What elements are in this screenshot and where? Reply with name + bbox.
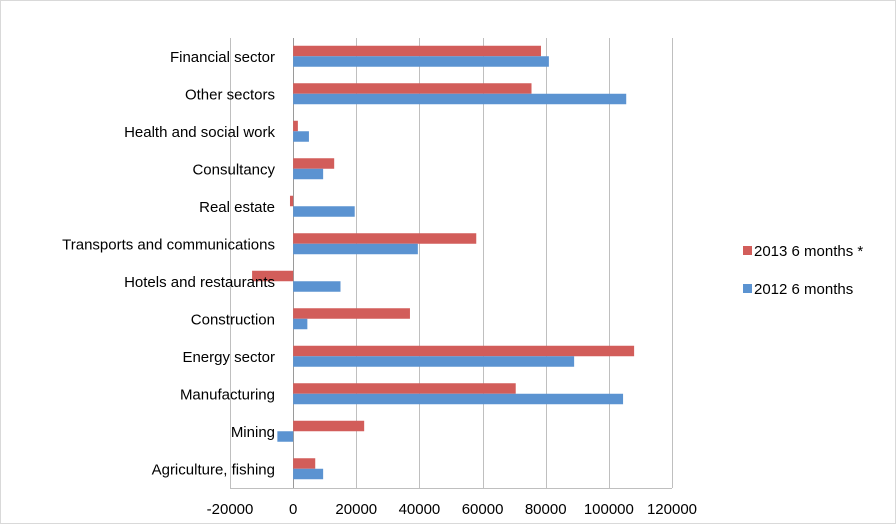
category-label: Financial sector <box>170 49 275 66</box>
category-labels: Financial sector Other sectors Health and … <box>62 49 275 479</box>
x-tick-label: 120000 <box>647 501 697 518</box>
legend-entry: 2013 6 months * <box>754 243 863 260</box>
bar <box>293 345 635 357</box>
x-tick-label: 80000 <box>525 501 567 518</box>
category-label: Manufacturing <box>180 386 275 403</box>
bar <box>293 308 410 319</box>
bar <box>277 431 294 442</box>
legend: 2013 6 months * 2012 6 months <box>743 243 863 298</box>
bar <box>293 158 335 169</box>
category-label: Other sectors <box>185 86 275 103</box>
category-label: Real estate <box>199 199 275 216</box>
bar <box>293 168 324 180</box>
bar <box>293 93 627 105</box>
bar <box>293 131 309 142</box>
bar <box>289 195 294 207</box>
category-label: Construction <box>191 311 275 328</box>
bar <box>293 383 516 394</box>
bar <box>293 56 549 67</box>
bar <box>293 393 624 405</box>
bar <box>293 120 298 132</box>
category-label: Energy sector <box>182 349 275 366</box>
legend-entry: 2012 6 months <box>754 281 853 298</box>
x-tick-label: 100000 <box>584 501 634 518</box>
category-label: Transports and communications <box>62 236 275 253</box>
bar <box>293 420 365 432</box>
category-label: Consultancy <box>192 161 275 178</box>
gridlines <box>230 38 673 489</box>
bar <box>293 45 541 57</box>
category-label: Hotels and restaurants <box>124 274 275 291</box>
bar <box>293 458 316 469</box>
bar <box>293 243 418 255</box>
category-label: Mining <box>231 424 275 441</box>
bar <box>252 270 294 282</box>
x-tick-labels: -20000 0 20000 40000 60000 80000 100000 120000 <box>207 501 697 518</box>
bar <box>293 206 355 217</box>
category-label: Agriculture, fishing <box>152 461 275 478</box>
category-label: Health and social work <box>124 124 275 141</box>
x-tick-label: 40000 <box>399 501 441 518</box>
bar <box>293 233 477 244</box>
legend-swatch <box>743 246 752 255</box>
x-tick-label: 0 <box>289 501 297 518</box>
bar <box>293 281 341 292</box>
bar <box>293 468 324 480</box>
legend-swatch <box>743 284 752 293</box>
bars <box>252 45 635 480</box>
bar <box>293 318 308 330</box>
bar <box>293 356 575 367</box>
x-tick-label: 20000 <box>335 501 377 518</box>
bar <box>293 83 532 94</box>
x-tick-label: 60000 <box>462 501 504 518</box>
x-tick-label: -20000 <box>207 501 254 518</box>
